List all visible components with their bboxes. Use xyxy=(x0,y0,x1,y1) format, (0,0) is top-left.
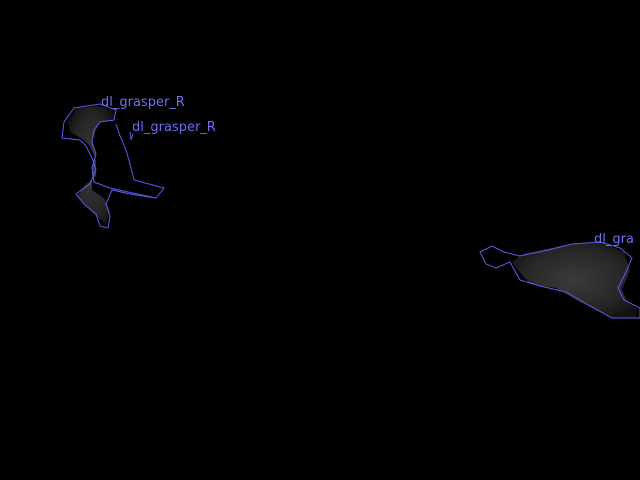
grasper-left-outline-1 xyxy=(73,103,165,199)
grasper-right-outline xyxy=(479,241,640,319)
annotation-label-2: dl_grasper_R xyxy=(132,120,216,135)
annotation-label-1: dl_grasper_R xyxy=(101,95,185,110)
grasper-left-region xyxy=(61,103,165,229)
grasper-left-outline-2 xyxy=(61,107,157,229)
grasper-left-mask xyxy=(68,106,116,224)
grasper-left-pointer xyxy=(129,131,134,141)
annotation-label-3: dl_gra xyxy=(594,232,634,247)
grasper-right-mask xyxy=(512,242,636,318)
grasper-right-region xyxy=(479,241,640,319)
